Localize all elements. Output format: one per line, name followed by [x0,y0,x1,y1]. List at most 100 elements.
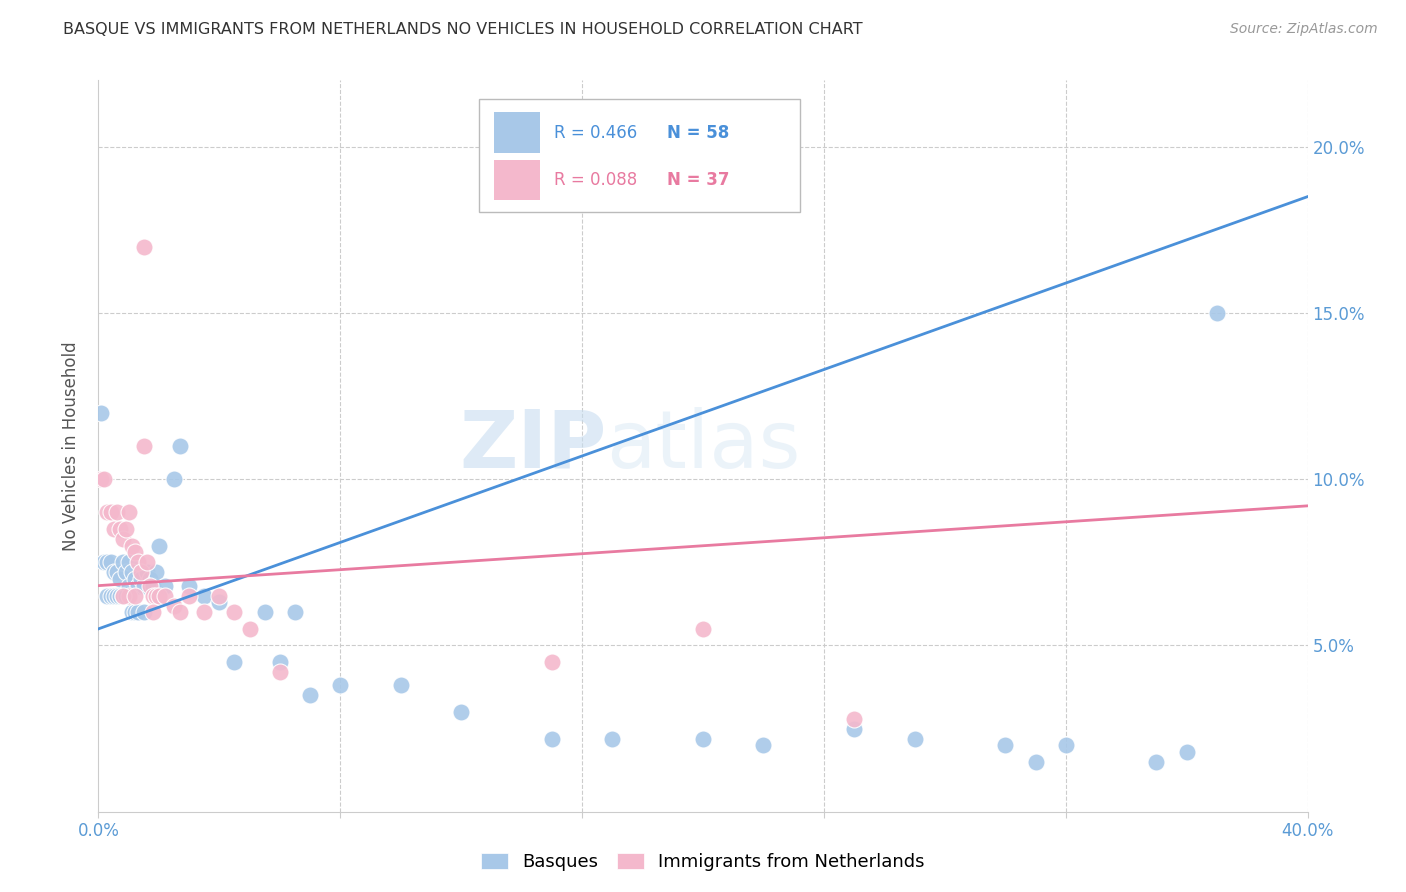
Point [118,555,141,569]
Text: atlas: atlas [606,407,800,485]
Point [118,506,141,520]
Point [124,572,146,586]
Point [329,678,352,692]
Point [145,566,167,580]
Point [129,566,152,580]
Point [124,605,146,619]
Point [153,589,176,603]
Point [179,589,201,603]
Point [208,589,231,603]
Bar [494,112,540,153]
Point [111,589,134,603]
Point [124,589,146,603]
Point [142,579,165,593]
Point [1144,755,1167,769]
Point [96,506,118,520]
Point [114,566,136,580]
Point [284,605,307,619]
Point [111,589,134,603]
Point [100,506,122,520]
Point [93,555,115,569]
Point [108,572,131,586]
Point [121,539,143,553]
Y-axis label: No Vehicles in Household: No Vehicles in Household [62,341,80,551]
Point [118,589,141,603]
Text: R = 0.466: R = 0.466 [554,124,637,142]
Point [121,605,143,619]
Point [224,655,246,669]
Point [253,605,276,619]
FancyBboxPatch shape [479,99,800,212]
Point [193,589,215,603]
Point [105,506,128,520]
Point [269,655,291,669]
Point [139,579,162,593]
Point [121,566,143,580]
Text: N = 37: N = 37 [666,171,730,189]
Point [450,705,472,719]
Text: N = 58: N = 58 [666,124,728,142]
Point [139,572,162,586]
Text: ZIP: ZIP [458,407,606,485]
Point [844,712,866,726]
Point [142,589,165,603]
Point [90,472,112,486]
Point [127,605,149,619]
Point [540,731,562,746]
Point [103,522,125,536]
Point [844,722,866,736]
Point [148,589,170,603]
Point [1206,306,1229,320]
Point [145,589,167,603]
Point [114,589,136,603]
Point [132,605,155,619]
Point [142,605,165,619]
Point [540,655,562,669]
Point [389,678,412,692]
Text: Source: ZipAtlas.com: Source: ZipAtlas.com [1230,22,1378,37]
Point [602,731,624,746]
Point [132,239,155,253]
Point [169,439,191,453]
Point [208,595,231,609]
Point [752,738,775,752]
Point [193,605,215,619]
Text: R = 0.088: R = 0.088 [554,171,637,189]
Legend: Basques, Immigrants from Netherlands: Basques, Immigrants from Netherlands [474,846,932,879]
Point [108,589,131,603]
Point [692,731,714,746]
Point [224,605,246,619]
Point [135,555,157,569]
Point [135,566,157,580]
Point [103,566,125,580]
Point [100,555,122,569]
Point [132,579,155,593]
Point [1175,745,1198,759]
Point [118,579,141,593]
Point [114,522,136,536]
Point [132,439,155,453]
Point [129,572,152,586]
Point [692,622,714,636]
Point [108,522,131,536]
Point [96,589,118,603]
Point [111,555,134,569]
Point [90,406,112,420]
Point [163,472,186,486]
Point [1054,738,1077,752]
Point [1024,755,1046,769]
Point [111,532,134,546]
Point [105,566,128,580]
Point [100,589,122,603]
Point [148,539,170,553]
Point [169,605,191,619]
Point [127,555,149,569]
Point [124,545,146,559]
Point [904,731,927,746]
Point [153,579,176,593]
Point [93,472,115,486]
Text: BASQUE VS IMMIGRANTS FROM NETHERLANDS NO VEHICLES IN HOUSEHOLD CORRELATION CHART: BASQUE VS IMMIGRANTS FROM NETHERLANDS NO… [63,22,863,37]
Point [239,622,262,636]
Bar [494,160,540,201]
Point [179,579,201,593]
